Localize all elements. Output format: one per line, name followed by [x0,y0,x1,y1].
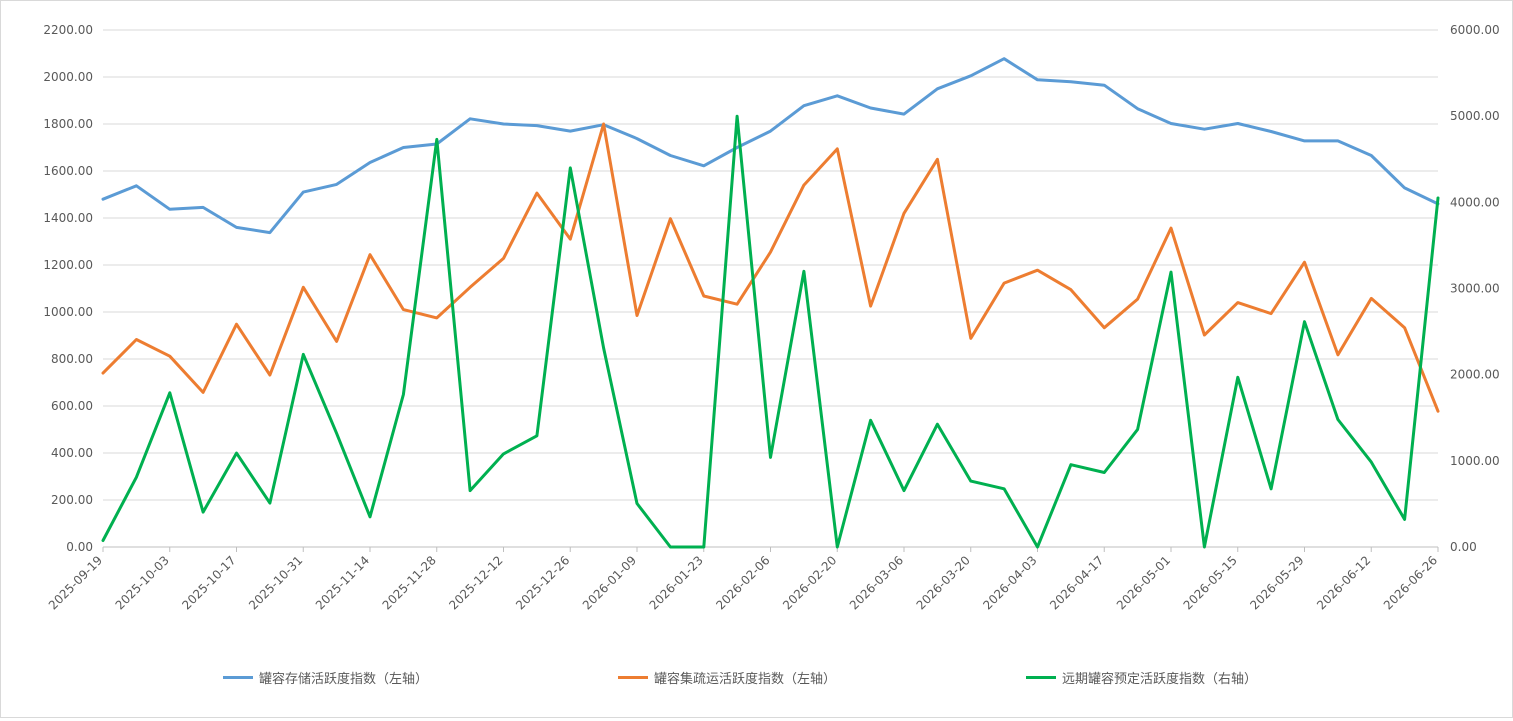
y-left-tick-label: 2000.00 [43,70,93,84]
legend-item-forward-booking: 远期罐容预定活跃度指数（右轴） [1026,667,1257,687]
grid-lines [103,29,1438,501]
y-right-tick-label: 4000.00 [1450,195,1500,209]
y-left-tick-label: 2200.00 [43,23,93,37]
y-left-tick-label: 1800.00 [43,117,93,131]
x-tick-label: 2026-06-12 [1314,553,1373,612]
y-left-tick-label: 600.00 [51,399,93,413]
y-left-tick-label: 800.00 [51,352,93,366]
x-tick-label: 2026-01-09 [580,553,639,612]
series-line-1 [101,122,1440,413]
x-tick-label: 2026-02-06 [713,553,772,612]
x-tick-label: 2026-06-26 [1381,553,1440,612]
x-tick-label: 2026-04-17 [1047,553,1106,612]
right-y-axis: 0.00 1000.00 2000.00 3000.00 4000.00 5000.00 6… [1450,23,1500,554]
y-left-tick-label: 1200.00 [43,258,93,272]
y-left-tick-label: 1000.00 [43,305,93,319]
x-tick-label: 2026-05-29 [1247,553,1306,612]
x-tick-label: 2025-10-17 [179,553,238,612]
legend-item-transport: 罐容集疏运活跃度指数（左轴） [618,667,836,687]
x-tick-label: 2026-02-20 [780,553,839,612]
y-right-tick-label: 1000.00 [1450,454,1500,468]
legend-swatch-storage [223,675,253,679]
legend-label-transport: 罐容集疏运活跃度指数（左轴） [654,671,837,687]
x-axis: 2025-09-19 2025-10-03 2025-10-17 2025-10-31… [46,546,1440,612]
x-tick-label: 2026-01-23 [647,553,706,612]
y-right-tick-label: 6000.00 [1450,23,1500,37]
series-line-2 [101,114,1440,549]
legend-label-forward-booking: 远期罐容预定活跃度指数（右轴） [1062,671,1258,687]
y-right-tick-label: 3000.00 [1450,282,1500,296]
x-tick-label: 2025-12-26 [513,553,572,612]
x-tick-label: 2025-12-12 [446,553,505,612]
x-tick-label: 2026-05-15 [1181,553,1240,612]
x-tick-label: 2025-11-14 [313,553,372,612]
y-right-tick-label: 5000.00 [1450,109,1500,123]
y-left-tick-label: 1400.00 [43,211,93,225]
y-left-tick-label: 400.00 [51,446,93,460]
legend-swatch-forward-booking [1026,675,1056,679]
x-tick-label: 2025-09-19 [46,553,105,612]
y-left-tick-label: 1600.00 [43,164,93,178]
legend-swatch-transport [618,675,648,679]
x-tick-label: 2025-10-31 [246,553,305,612]
series-lines [101,57,1440,549]
left-y-axis: 0.00 200.00 400.00 600.00 800.00 1000.00 1200.… [43,23,93,554]
y-right-tick-label: 0.00 [1450,540,1477,554]
x-tick-label: 2025-10-03 [113,553,172,612]
x-tick-label: 2026-03-20 [914,553,973,612]
x-tick-label: 2026-03-06 [847,553,906,612]
y-right-tick-label: 2000.00 [1450,368,1500,382]
y-left-tick-label: 200.00 [51,493,93,507]
series-line-0 [101,57,1440,235]
legend-item-storage: 罐容存储活跃度指数（左轴） [223,667,428,687]
y-left-tick-label: 0.00 [66,540,93,554]
x-tick-label: 2026-04-03 [980,553,1039,612]
x-tick-label: 2026-05-01 [1114,553,1173,612]
x-tick-label: 2025-11-28 [380,553,439,612]
legend-label-storage: 罐容存储活跃度指数（左轴） [259,671,429,687]
